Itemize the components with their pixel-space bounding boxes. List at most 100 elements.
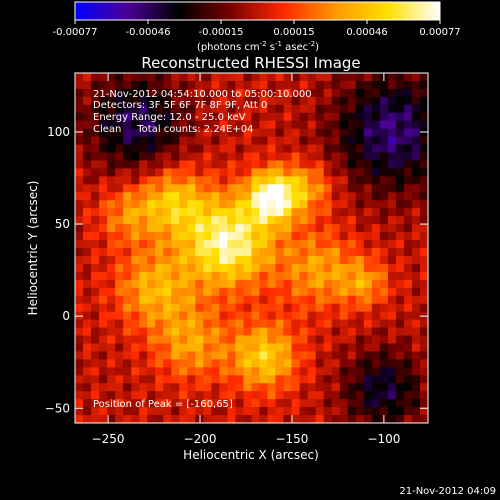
heatmap-cell <box>259 96 268 106</box>
heatmap-cell <box>195 399 204 408</box>
heatmap-cell <box>283 112 292 122</box>
heatmap-cell <box>203 287 212 297</box>
heatmap-cell <box>211 248 220 257</box>
heatmap-cell <box>251 160 260 169</box>
heatmap-cell <box>323 399 333 408</box>
heatmap-cell <box>155 128 164 137</box>
heatmap-cell <box>251 263 260 273</box>
heatmap-cell <box>387 73 397 82</box>
heatmap-cell <box>107 168 116 177</box>
heatmap-cell <box>419 88 429 98</box>
heatmap-cell <box>163 216 172 225</box>
heatmap-cell <box>139 73 148 82</box>
heatmap-cell <box>203 176 212 185</box>
heatmap-cell <box>203 359 212 368</box>
heatmap-cell <box>291 319 300 328</box>
heatmap-cell <box>387 343 397 352</box>
heatmap-cell <box>75 192 84 201</box>
heatmap-cell <box>99 399 108 408</box>
heatmap-cell <box>251 120 260 129</box>
heatmap-cell <box>147 216 156 225</box>
heatmap-cell <box>211 144 220 153</box>
heatmap-cell <box>227 303 236 312</box>
heatmap-cell <box>339 160 349 169</box>
heatmap-cell <box>283 279 292 289</box>
heatmap-cell <box>291 359 300 368</box>
heatmap-cell <box>155 112 164 122</box>
heatmap-cell <box>115 335 124 344</box>
heatmap-cell <box>387 144 397 153</box>
heatmap-cell <box>371 136 381 145</box>
heatmap-cell <box>219 168 228 177</box>
heatmap-cell <box>83 359 92 368</box>
heatmap-cell <box>331 208 341 217</box>
heatmap-cell <box>251 391 260 400</box>
heatmap-cell <box>195 120 204 129</box>
heatmap-cell <box>219 200 228 209</box>
heatmap-cell <box>211 120 220 129</box>
heatmap-cell <box>123 176 132 185</box>
heatmap-cell <box>83 73 92 82</box>
heatmap-cell <box>235 120 244 129</box>
heatmap-cell <box>307 104 316 114</box>
heatmap-cell <box>227 168 236 177</box>
heatmap-cell <box>403 136 413 145</box>
heatmap-cell <box>275 96 284 106</box>
heatmap-cell <box>403 399 413 408</box>
heatmap-cell <box>387 104 397 114</box>
heatmap-cell <box>331 136 341 145</box>
heatmap-cell <box>307 128 316 137</box>
heatmap-cell <box>211 263 220 273</box>
heatmap-cell <box>347 311 357 320</box>
heatmap-cell <box>235 248 244 257</box>
heatmap-cell <box>99 104 108 114</box>
heatmap-cell <box>155 319 164 328</box>
heatmap-cell <box>299 367 308 376</box>
heatmap-cell <box>139 112 148 122</box>
heatmap-cell <box>291 200 300 209</box>
heatmap-cell <box>211 128 220 137</box>
heatmap-cell <box>259 335 268 344</box>
heatmap-cell <box>299 295 308 304</box>
heatmap-cell <box>179 128 188 137</box>
heatmap-cell <box>323 176 333 185</box>
heatmap-cell <box>363 351 373 360</box>
heatmap-cell <box>403 120 413 129</box>
annotation-time: 21-Nov-2012 04:54:10.000 to 05:00:10.000 <box>93 89 312 100</box>
heatmap-cell <box>371 128 381 137</box>
heatmap-cell <box>339 351 349 360</box>
heatmap-cell <box>259 351 268 360</box>
heatmap-cell <box>227 311 236 320</box>
heatmap-cell <box>139 208 148 217</box>
heatmap-cell <box>243 80 252 90</box>
heatmap-cell <box>299 351 308 360</box>
heatmap-cell <box>267 391 276 400</box>
heatmap-cell <box>155 399 164 408</box>
heatmap-cell <box>331 73 341 82</box>
heatmap-cell <box>419 407 429 416</box>
heatmap-cell <box>259 160 268 169</box>
heatmap-cell <box>411 327 421 336</box>
heatmap-cell <box>179 224 188 233</box>
heatmap-cell <box>219 415 228 424</box>
heatmap-cell <box>315 375 324 384</box>
heatmap-cell <box>211 112 220 122</box>
heatmap-cell <box>123 240 132 249</box>
heatmap-cell <box>91 248 100 257</box>
heatmap-cell <box>379 359 389 368</box>
heatmap-cell <box>219 271 228 281</box>
heatmap-cell <box>395 160 405 169</box>
heatmap-cell <box>275 255 284 265</box>
heatmap-cell <box>307 144 316 153</box>
heatmap-cell <box>243 192 252 201</box>
heatmap-cell <box>91 192 100 201</box>
heatmap-cell <box>331 224 341 233</box>
heatmap-cell <box>419 216 429 225</box>
colorbar-tick-label: -0.00046 <box>126 27 171 38</box>
heatmap-cell <box>107 375 116 384</box>
heatmap-cell <box>123 303 132 312</box>
heatmap-cell <box>395 343 405 352</box>
heatmap-cell <box>179 295 188 304</box>
heatmap-cell <box>179 399 188 408</box>
heatmap-cell <box>107 303 116 312</box>
